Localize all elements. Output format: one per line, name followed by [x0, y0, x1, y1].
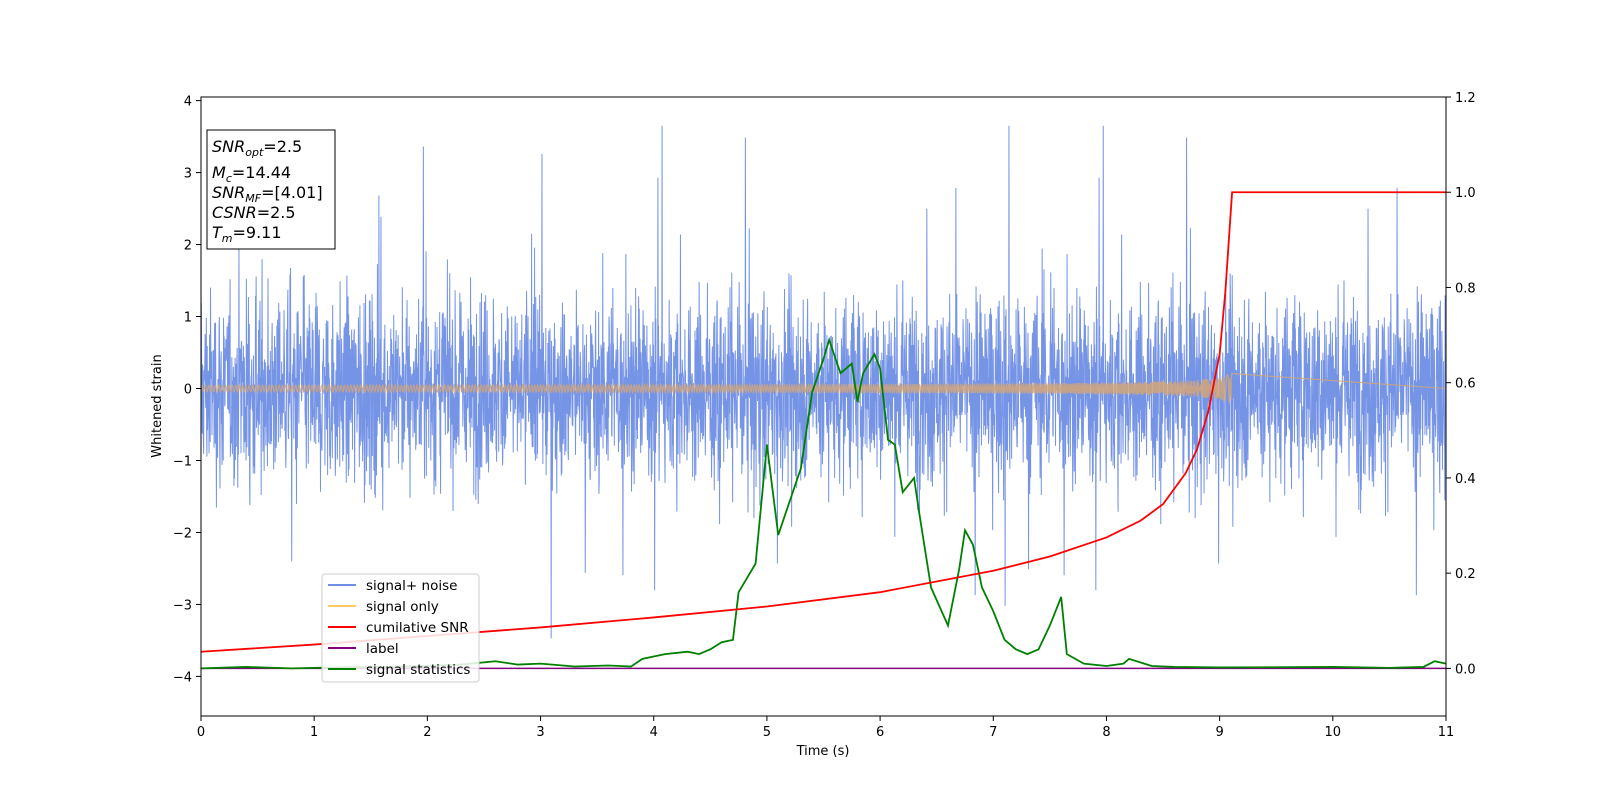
info-snr-opt: SNRopt=2.5	[212, 137, 302, 159]
legend-label-signal-statistics: signal statistics	[366, 662, 470, 678]
x-tick-label: 6	[876, 725, 884, 740]
x-tick-label: 8	[1102, 725, 1110, 740]
info-mc: Mc=14.44	[212, 163, 291, 185]
info-snr-mf: SNRMF=[4.01]	[212, 183, 323, 205]
legend: signal+ noise signal only cumilative SNR…	[321, 573, 480, 683]
left-y-tick-label: 3	[184, 167, 192, 182]
plot-frame	[200, 96, 1447, 717]
x-axis: 0 1 2 3 4 5 6 7 8 9 10 11	[197, 716, 1454, 740]
cumulative-snr-series-line	[201, 191, 1446, 653]
left-y-tick-label: −1	[173, 454, 192, 469]
legend-label-signal-only: signal only	[366, 599, 439, 615]
left-y-tick-label: 0	[184, 383, 192, 398]
legend-label-cumulative-snr: cumilative SNR	[366, 620, 469, 636]
right-y-tick-label: 0.0	[1455, 662, 1476, 677]
x-tick-label: 5	[763, 725, 771, 740]
right-y-tick-label: 1.2	[1455, 91, 1476, 106]
left-y-tick-label: 1	[184, 311, 192, 326]
info-tm: Tm=9.11	[212, 223, 282, 245]
left-y-tick-label: −3	[173, 598, 192, 613]
x-tick-label: 0	[197, 725, 205, 740]
signal-statistics-series-line	[201, 336, 1446, 670]
signal-plus-noise-line	[201, 125, 1446, 639]
x-tick-label: 7	[989, 725, 997, 740]
signal-only-line	[201, 373, 1446, 404]
x-tick-label: 2	[423, 725, 431, 740]
right-y-tick-label: 0.6	[1455, 377, 1476, 392]
right-y-tick-label: 1.0	[1455, 186, 1476, 201]
signal-only-series	[201, 373, 1446, 404]
right-y-axis: 1.2 1.0 0.8 0.6 0.4 0.2 0.0	[1446, 91, 1476, 677]
x-tick-label: 10	[1325, 725, 1342, 740]
legend-label-label: label	[366, 641, 399, 657]
left-y-tick-label: 2	[184, 239, 192, 254]
x-tick-label: 11	[1438, 725, 1455, 740]
right-y-tick-label: 0.2	[1455, 567, 1476, 582]
legend-label-signal-plus-noise: signal+ noise	[366, 578, 457, 594]
y-axis-label: Whitened strain	[150, 354, 165, 457]
left-y-axis: 4 3 2 1 0 −1 −2 −3 −4	[173, 95, 201, 685]
x-tick-label: 1	[310, 725, 318, 740]
right-y-tick-label: 0.8	[1455, 281, 1476, 296]
signal-plus-noise-series	[201, 125, 1446, 639]
legend-frame	[321, 573, 480, 683]
x-tick-label: 3	[536, 725, 544, 740]
x-tick-label: 9	[1215, 725, 1223, 740]
right-y-tick-label: 0.4	[1455, 472, 1476, 487]
left-y-tick-label: −4	[173, 670, 192, 685]
x-tick-label: 4	[650, 725, 658, 740]
info-box-frame	[206, 129, 336, 250]
x-axis-label: Time (s)	[796, 744, 850, 759]
info-box: SNRopt=2.5 Mc=14.44 SNRMF=[4.01] CSNR=2.…	[206, 129, 336, 250]
left-y-tick-label: −2	[173, 526, 192, 541]
info-csnr: CSNR=2.5	[212, 203, 296, 222]
left-y-tick-label: 4	[184, 95, 192, 110]
